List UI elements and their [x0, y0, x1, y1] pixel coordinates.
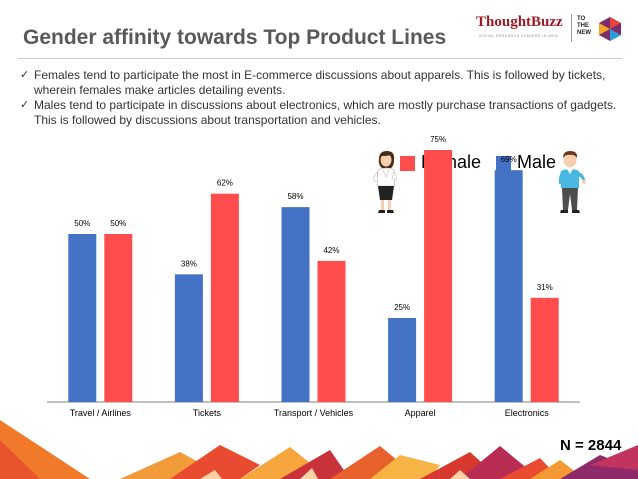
female-person-icon: [373, 151, 397, 213]
insight-item: Males tend to participate in discussions…: [20, 98, 625, 127]
logo: ThoughtBuzz SOCIAL RESEARCH LEADERS IN A…: [476, 12, 626, 46]
bar-group: [68, 150, 559, 402]
x-tick-label-group: Travel / Airlines Tickets Transport / Vehi…: [70, 408, 550, 418]
legend-swatch-female: [400, 156, 415, 171]
data-label-female: 50%: [110, 219, 126, 228]
logo-word-to: TO: [577, 16, 586, 22]
page-title: Gender affinity towards Top Product Line…: [23, 26, 447, 49]
bar-male-transport-vehicles: [281, 207, 310, 402]
x-tick-label: Travel / Airlines: [70, 408, 132, 418]
bar-male-electronics: [494, 170, 523, 402]
bar-female-electronics: [530, 297, 559, 402]
bar-female-travel-airlines: [104, 234, 133, 402]
logo-tagline: SOCIAL RESEARCH LEADERS IN ASIA: [479, 34, 559, 38]
x-tick-label: Tickets: [193, 408, 222, 418]
sample-size-label: N = 2844: [560, 437, 622, 454]
data-label-male: 38%: [181, 259, 197, 268]
data-label-male: 50%: [74, 219, 90, 228]
insight-item: Females tend to participate the most in …: [20, 68, 625, 97]
bar-male-tickets: [174, 274, 203, 402]
to-the-new-logo-text: TO THE NEW: [577, 16, 599, 37]
logo-divider: [571, 14, 572, 42]
thoughtbuzz-logo-text: ThoughtBuzz: [476, 14, 563, 30]
bar-female-tickets: [210, 193, 239, 402]
x-tick-label: Apparel: [405, 408, 436, 418]
legend-swatch-male: [496, 156, 511, 171]
data-label-male: 25%: [394, 303, 410, 312]
male-person-icon: [558, 151, 586, 213]
data-label-female: 62%: [217, 179, 233, 188]
x-tick-label: Electronics: [505, 408, 550, 418]
data-label-female: 42%: [323, 246, 339, 255]
data-label-male: 58%: [287, 192, 303, 201]
data-label-male: 69%: [501, 155, 517, 164]
bar-female-apparel: [424, 150, 453, 402]
logo-word-new: NEW: [577, 30, 591, 36]
legend-label-male: Male: [517, 152, 557, 172]
bar-female-transport-vehicles: [317, 260, 346, 402]
insight-list: Females tend to participate the most in …: [20, 68, 625, 128]
data-label-group: 50% 50% 38% 62% 58% 42% 25% 75% 69% 31%: [74, 135, 552, 312]
data-label-female: 31%: [537, 283, 553, 292]
title-divider: [18, 58, 622, 59]
to-the-new-mark-icon: [599, 17, 621, 41]
bar-male-apparel: [388, 318, 417, 402]
bar-male-travel-airlines: [68, 234, 97, 402]
logo-word-the: THE: [577, 23, 589, 29]
data-label-female: 75%: [430, 135, 446, 144]
x-tick-label: Transport / Vehicles: [274, 408, 354, 418]
